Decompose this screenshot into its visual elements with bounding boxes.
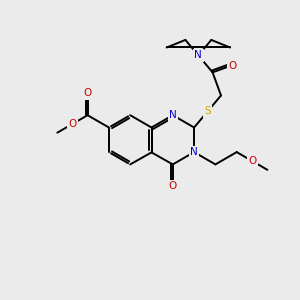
Text: O: O [83, 88, 92, 98]
Text: O: O [229, 61, 237, 71]
Text: N: N [169, 110, 177, 120]
Text: S: S [204, 106, 211, 116]
Text: O: O [248, 156, 256, 166]
Text: N: N [194, 50, 202, 60]
Text: N: N [190, 147, 198, 157]
Text: O: O [169, 182, 177, 191]
Text: O: O [68, 119, 76, 129]
